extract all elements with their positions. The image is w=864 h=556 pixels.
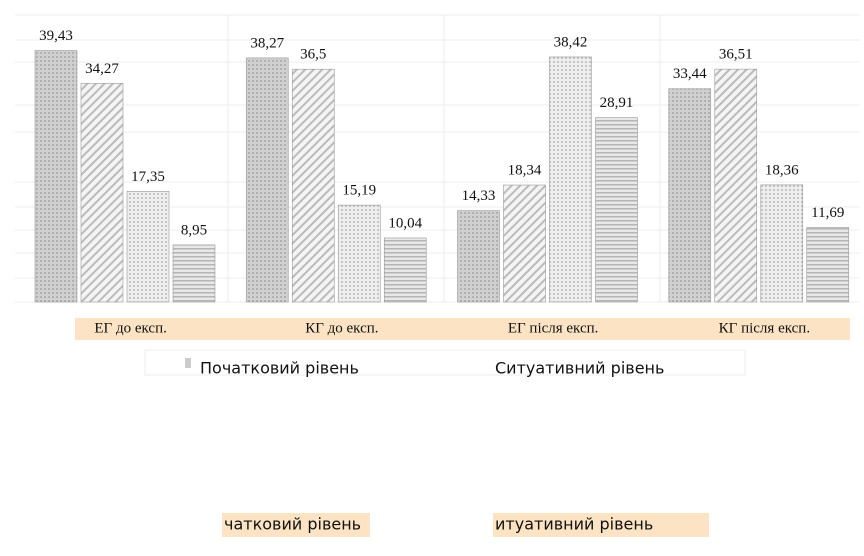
bar bbox=[291, 68, 335, 303]
bar bbox=[503, 184, 546, 303]
value-label: 10,04 bbox=[388, 215, 422, 231]
value-label: 39,43 bbox=[39, 28, 73, 44]
bar bbox=[595, 117, 638, 303]
value-label: 14,33 bbox=[462, 188, 496, 204]
value-label: 38,27 bbox=[250, 35, 284, 51]
legend-entry: Ситуативний рівень bbox=[495, 359, 664, 378]
bar bbox=[337, 204, 381, 303]
value-label: 8,95 bbox=[181, 222, 207, 238]
value-label: 36,5 bbox=[300, 47, 326, 63]
bar bbox=[806, 227, 850, 303]
value-label: 36,51 bbox=[719, 47, 753, 63]
bar bbox=[172, 244, 216, 303]
x-tick-label: КГ після експ. bbox=[719, 320, 810, 336]
bar bbox=[549, 56, 592, 303]
footer-band bbox=[222, 513, 370, 537]
bar bbox=[80, 83, 124, 303]
value-label: 34,27 bbox=[85, 61, 119, 77]
footer-label: итуативний рівень bbox=[495, 515, 653, 534]
bar bbox=[457, 210, 500, 303]
bar bbox=[668, 88, 712, 303]
footer-label: чатковий рівень bbox=[224, 515, 361, 534]
legend-box bbox=[144, 349, 746, 376]
bar bbox=[126, 191, 170, 303]
value-label: 28,91 bbox=[600, 95, 634, 111]
bar bbox=[34, 50, 78, 303]
value-label: 17,35 bbox=[131, 169, 165, 185]
x-tick-label: КГ до експ. bbox=[305, 320, 378, 336]
value-label: 15,19 bbox=[342, 183, 376, 199]
footer-band bbox=[493, 513, 709, 537]
bar bbox=[714, 68, 758, 303]
legend-entry: Початковий рівень bbox=[200, 359, 359, 378]
value-label: 18,34 bbox=[508, 162, 542, 178]
x-tick-label: ЕГ після експ. bbox=[508, 320, 599, 336]
x-tick-label: ЕГ до експ. bbox=[94, 320, 166, 336]
label-band bbox=[75, 318, 850, 340]
value-label: 33,44 bbox=[673, 66, 707, 82]
bar bbox=[245, 57, 289, 303]
legend-swatch bbox=[185, 358, 191, 368]
bar bbox=[383, 237, 427, 303]
value-label: 38,42 bbox=[554, 34, 588, 50]
bar bbox=[760, 184, 804, 303]
value-label: 11,69 bbox=[811, 205, 844, 221]
value-label: 18,36 bbox=[765, 162, 799, 178]
